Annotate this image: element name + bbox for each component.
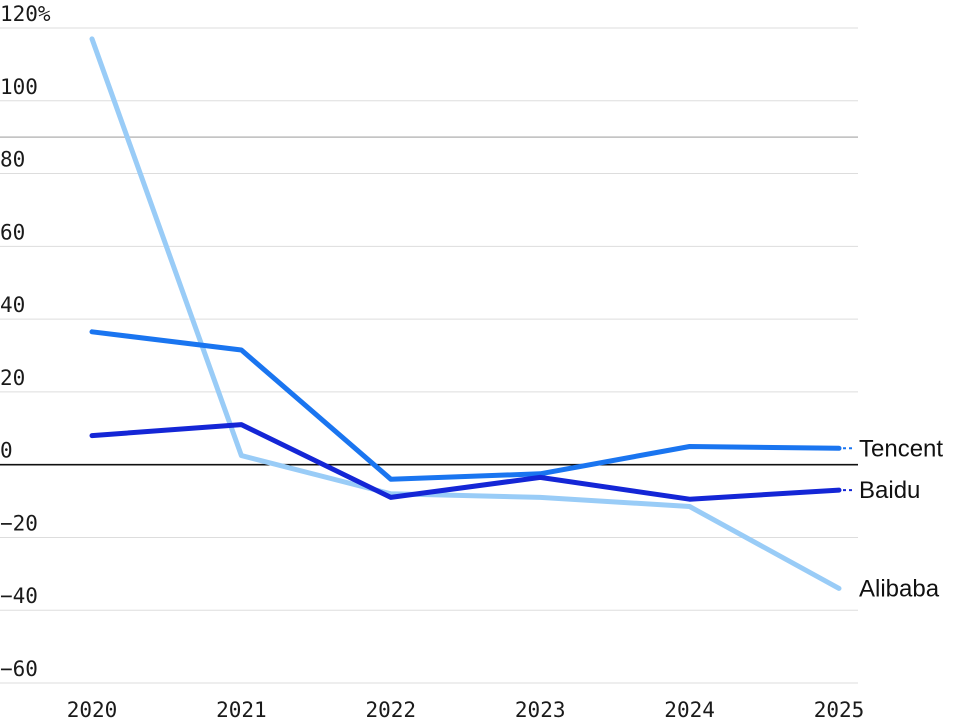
y-tick-label: −20 xyxy=(0,511,38,535)
series-lines xyxy=(89,36,842,591)
y-tick-label: 20 xyxy=(0,366,25,390)
y-tick-label: 100 xyxy=(0,75,38,99)
series-line-baidu xyxy=(89,422,842,502)
x-tick-label: 2020 xyxy=(67,698,118,720)
series-line-alibaba xyxy=(89,36,842,591)
y-tick-label: 0 xyxy=(0,439,13,463)
series-label-alibaba: Alibaba xyxy=(859,575,940,602)
y-tick-label: −60 xyxy=(0,657,38,681)
y-tick-label: 80 xyxy=(0,148,25,172)
series-line-tencent xyxy=(89,329,842,482)
gridlines xyxy=(0,27,858,684)
y-tick-label: 120% xyxy=(0,2,51,26)
series-labels: Alibaba Tencent Baidu xyxy=(843,435,943,602)
series-label-tencent: Tencent xyxy=(859,435,943,462)
y-axis-tick-labels: 120% 100 80 60 40 20 0 −20 −40 −60 xyxy=(0,2,51,681)
y-tick-label: 60 xyxy=(0,220,25,244)
y-tick-label: −40 xyxy=(0,584,38,608)
y-tick-label: 40 xyxy=(0,293,25,317)
x-tick-label: 2025 xyxy=(814,698,865,720)
x-axis-tick-labels: 2020 2021 2022 2023 2024 2025 xyxy=(67,698,865,720)
x-tick-label: 2021 xyxy=(216,698,267,720)
x-tick-label: 2022 xyxy=(366,698,417,720)
series-label-baidu: Baidu xyxy=(859,477,920,504)
x-tick-label: 2024 xyxy=(664,698,715,720)
x-tick-label: 2023 xyxy=(515,698,566,720)
